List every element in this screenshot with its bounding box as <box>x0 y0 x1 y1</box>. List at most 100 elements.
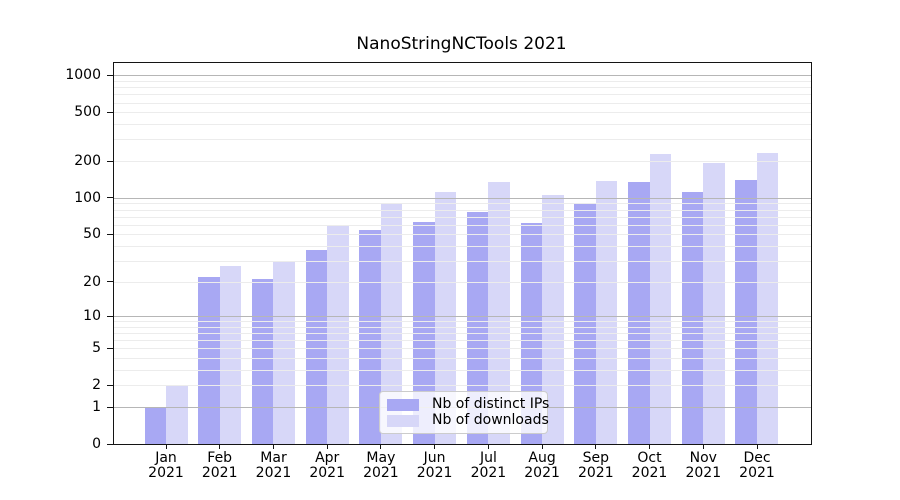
x-tick-mark <box>756 444 758 449</box>
x-tick-label: Oct 2021 <box>620 451 680 481</box>
y-tick-mark <box>107 160 113 162</box>
x-tick-year: 2021 <box>255 465 292 481</box>
legend-label-distinct-ips: Nb of distinct IPs <box>432 396 550 412</box>
bar-distinct-ips <box>305 249 328 444</box>
legend-swatch-downloads <box>387 414 419 427</box>
x-tick-month: Nov <box>689 450 717 466</box>
gridline-minor <box>114 216 811 218</box>
y-tick-label: 2 <box>92 377 101 394</box>
gridline-minor <box>114 333 811 334</box>
x-tick-year: 2021 <box>577 465 614 481</box>
y-tick-label: 5 <box>92 340 101 357</box>
x-tick-year: 2021 <box>416 465 453 481</box>
x-tick-month: Jan <box>155 450 177 466</box>
legend-swatch-distinct-ips <box>387 398 419 411</box>
x-tick-mark <box>541 444 543 449</box>
y-tick-label: 100 <box>74 189 101 206</box>
x-tick-month: Mar <box>260 450 287 466</box>
gridline-minor <box>114 326 811 328</box>
bar-downloads <box>756 153 779 444</box>
bar-distinct-ips <box>144 407 166 444</box>
x-tick-month: Feb <box>207 450 233 466</box>
chart-title: NanoStringNCTools 2021 <box>356 34 567 54</box>
gridline-minor <box>114 385 811 387</box>
gridline-minor <box>114 80 811 82</box>
x-tick-label: Feb 2021 <box>190 451 250 481</box>
gridline-major <box>114 197 811 199</box>
gridline-minor <box>114 234 811 236</box>
x-tick-label: Mar 2021 <box>244 451 304 481</box>
x-tick-year: 2021 <box>309 465 345 481</box>
x-tick-mark <box>434 444 436 449</box>
x-tick-label: Aug 2021 <box>512 451 572 481</box>
y-tick-mark <box>107 384 113 386</box>
x-tick-mark <box>702 444 704 449</box>
x-tick-label: May 2021 <box>351 451 411 481</box>
bar-downloads <box>166 385 188 444</box>
gridline-minor <box>114 370 811 371</box>
gridline-minor <box>114 281 811 283</box>
bar-downloads <box>380 203 403 444</box>
gridline-minor <box>114 224 811 226</box>
y-tick-label: 1000 <box>65 67 101 84</box>
y-tick-mark <box>107 74 113 76</box>
bar-downloads <box>273 260 295 444</box>
gridline-minor <box>114 161 811 162</box>
x-tick-year: 2021 <box>685 465 722 481</box>
x-tick-mark <box>595 444 597 449</box>
gridline-minor <box>114 321 811 323</box>
bar-distinct-ips <box>574 202 596 444</box>
bar-distinct-ips <box>251 279 274 444</box>
bar-distinct-ips <box>735 179 757 444</box>
x-tick-label: Jul 2021 <box>458 451 518 481</box>
gridline-minor <box>114 139 811 141</box>
x-tick-year: 2021 <box>631 465 668 481</box>
gridline-minor <box>114 245 811 247</box>
y-tick-mark <box>107 443 113 445</box>
x-tick-month: Jul <box>479 450 497 466</box>
y-tick-mark <box>107 233 113 235</box>
x-tick-mark <box>487 444 489 449</box>
gridline-minor <box>114 94 811 96</box>
gridline-major <box>114 316 811 317</box>
x-tick-month: Sep <box>582 450 609 466</box>
x-tick-label: Nov 2021 <box>673 451 733 481</box>
x-tick-year: 2021 <box>524 465 560 481</box>
bar-downloads <box>703 163 725 444</box>
x-tick-year: 2021 <box>363 465 399 481</box>
y-tick-label: 0 <box>92 436 101 452</box>
x-tick-month: Oct <box>637 450 662 466</box>
bar-downloads <box>649 154 672 444</box>
x-tick-year: 2021 <box>739 465 775 481</box>
gridline-minor <box>114 203 811 205</box>
legend-row-distinct-ips: Nb of distinct IPs <box>387 397 549 412</box>
gridline-minor <box>114 348 811 350</box>
x-tick-label: Sep 2021 <box>566 451 626 481</box>
gridline-minor <box>114 124 811 126</box>
x-tick-label: Jan 2021 <box>136 451 196 481</box>
y-tick-mark <box>107 315 113 317</box>
y-tick-label: 20 <box>83 273 101 290</box>
bar-downloads <box>434 192 457 444</box>
x-tick-label: Dec 2021 <box>727 451 787 481</box>
y-tick-label: 10 <box>83 308 101 324</box>
gridline-minor <box>114 112 811 114</box>
y-tick-label: 1 <box>92 399 101 415</box>
y-tick-label: 200 <box>74 153 101 169</box>
y-tick-mark <box>107 197 113 199</box>
y-tick-label: 500 <box>74 104 101 121</box>
legend: Nb of distinct IPs Nb of downloads <box>379 391 549 434</box>
gridline-minor <box>114 260 811 262</box>
x-tick-mark <box>649 444 650 449</box>
bar-downloads <box>327 225 349 444</box>
gridline-minor <box>114 102 811 104</box>
x-tick-mark <box>326 444 328 449</box>
gridline-minor <box>114 209 811 211</box>
bar-downloads <box>542 194 564 444</box>
gridline-minor <box>114 87 811 89</box>
x-tick-month: Jun <box>423 450 446 466</box>
bar-downloads <box>219 266 242 444</box>
x-tick-month: Dec <box>743 450 771 466</box>
bar-distinct-ips <box>359 230 381 444</box>
